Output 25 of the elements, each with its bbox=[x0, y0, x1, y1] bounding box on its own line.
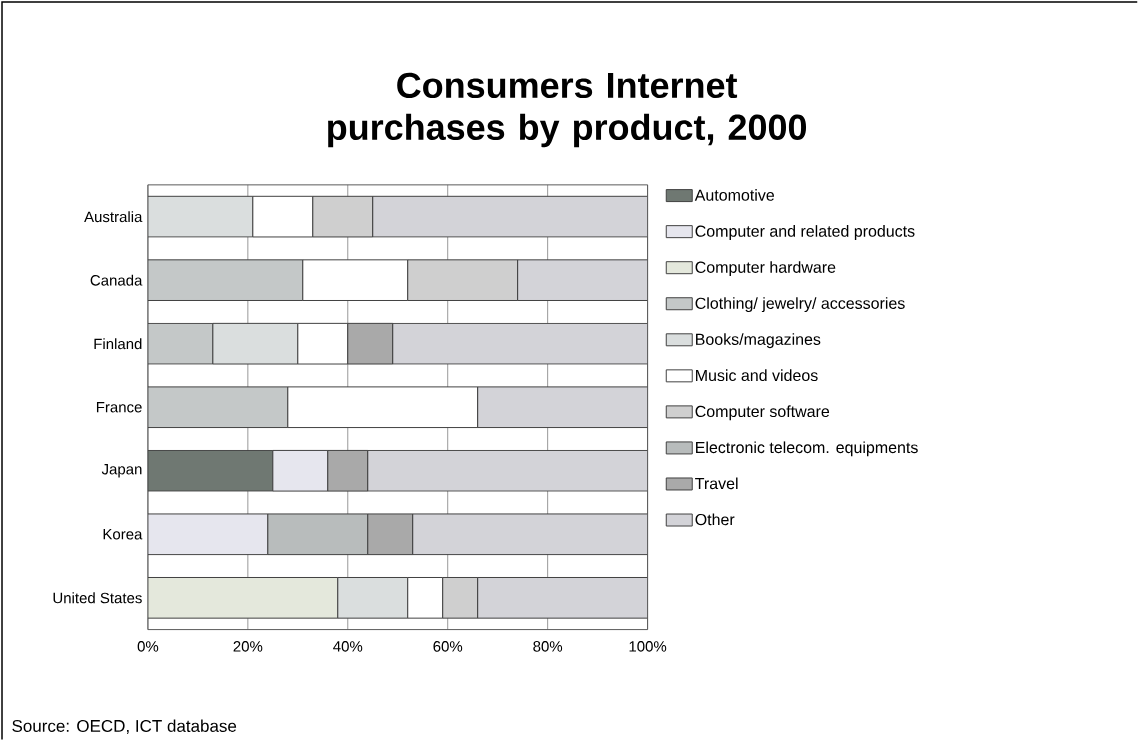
y-tick-label: Australia bbox=[84, 211, 143, 223]
x-tick-label: 40% bbox=[333, 640, 363, 652]
legend-label: Books/magazines bbox=[696, 333, 821, 349]
x-tick-label: 20% bbox=[233, 640, 263, 652]
y-tick-label: Japan bbox=[101, 463, 142, 478]
x-tick-label: 60% bbox=[433, 640, 463, 652]
y-tick-label: Korea bbox=[103, 528, 143, 540]
chart-title: Consumers Internet purchases by product, 2000 bbox=[328, 72, 807, 148]
y-tick-label: Canada bbox=[90, 274, 143, 286]
source-note: Source: OECD, ICT database bbox=[12, 719, 237, 734]
x-tick-label: 80% bbox=[533, 640, 563, 652]
y-tick-label: Finland bbox=[94, 338, 142, 350]
legend-label: Travel bbox=[695, 477, 738, 490]
x-tick-label: 100% bbox=[629, 640, 667, 652]
y-tick-label: France bbox=[96, 401, 142, 413]
legend-label: Computer and related products bbox=[695, 224, 915, 240]
legend-label: Computer hardware bbox=[695, 261, 836, 276]
legend-label: Electronic telecom. equipments bbox=[696, 441, 918, 457]
legend-label: Computer software bbox=[695, 405, 830, 421]
legend-label: Automotive bbox=[694, 188, 774, 201]
x-tick-label: 0% bbox=[137, 640, 159, 652]
legend-label: Music and videos bbox=[696, 369, 818, 381]
y-tick-label: United States bbox=[53, 592, 142, 604]
legend-label: Other bbox=[695, 513, 735, 526]
legend-label: Clothing/ jewelry/ accessories bbox=[695, 297, 905, 312]
